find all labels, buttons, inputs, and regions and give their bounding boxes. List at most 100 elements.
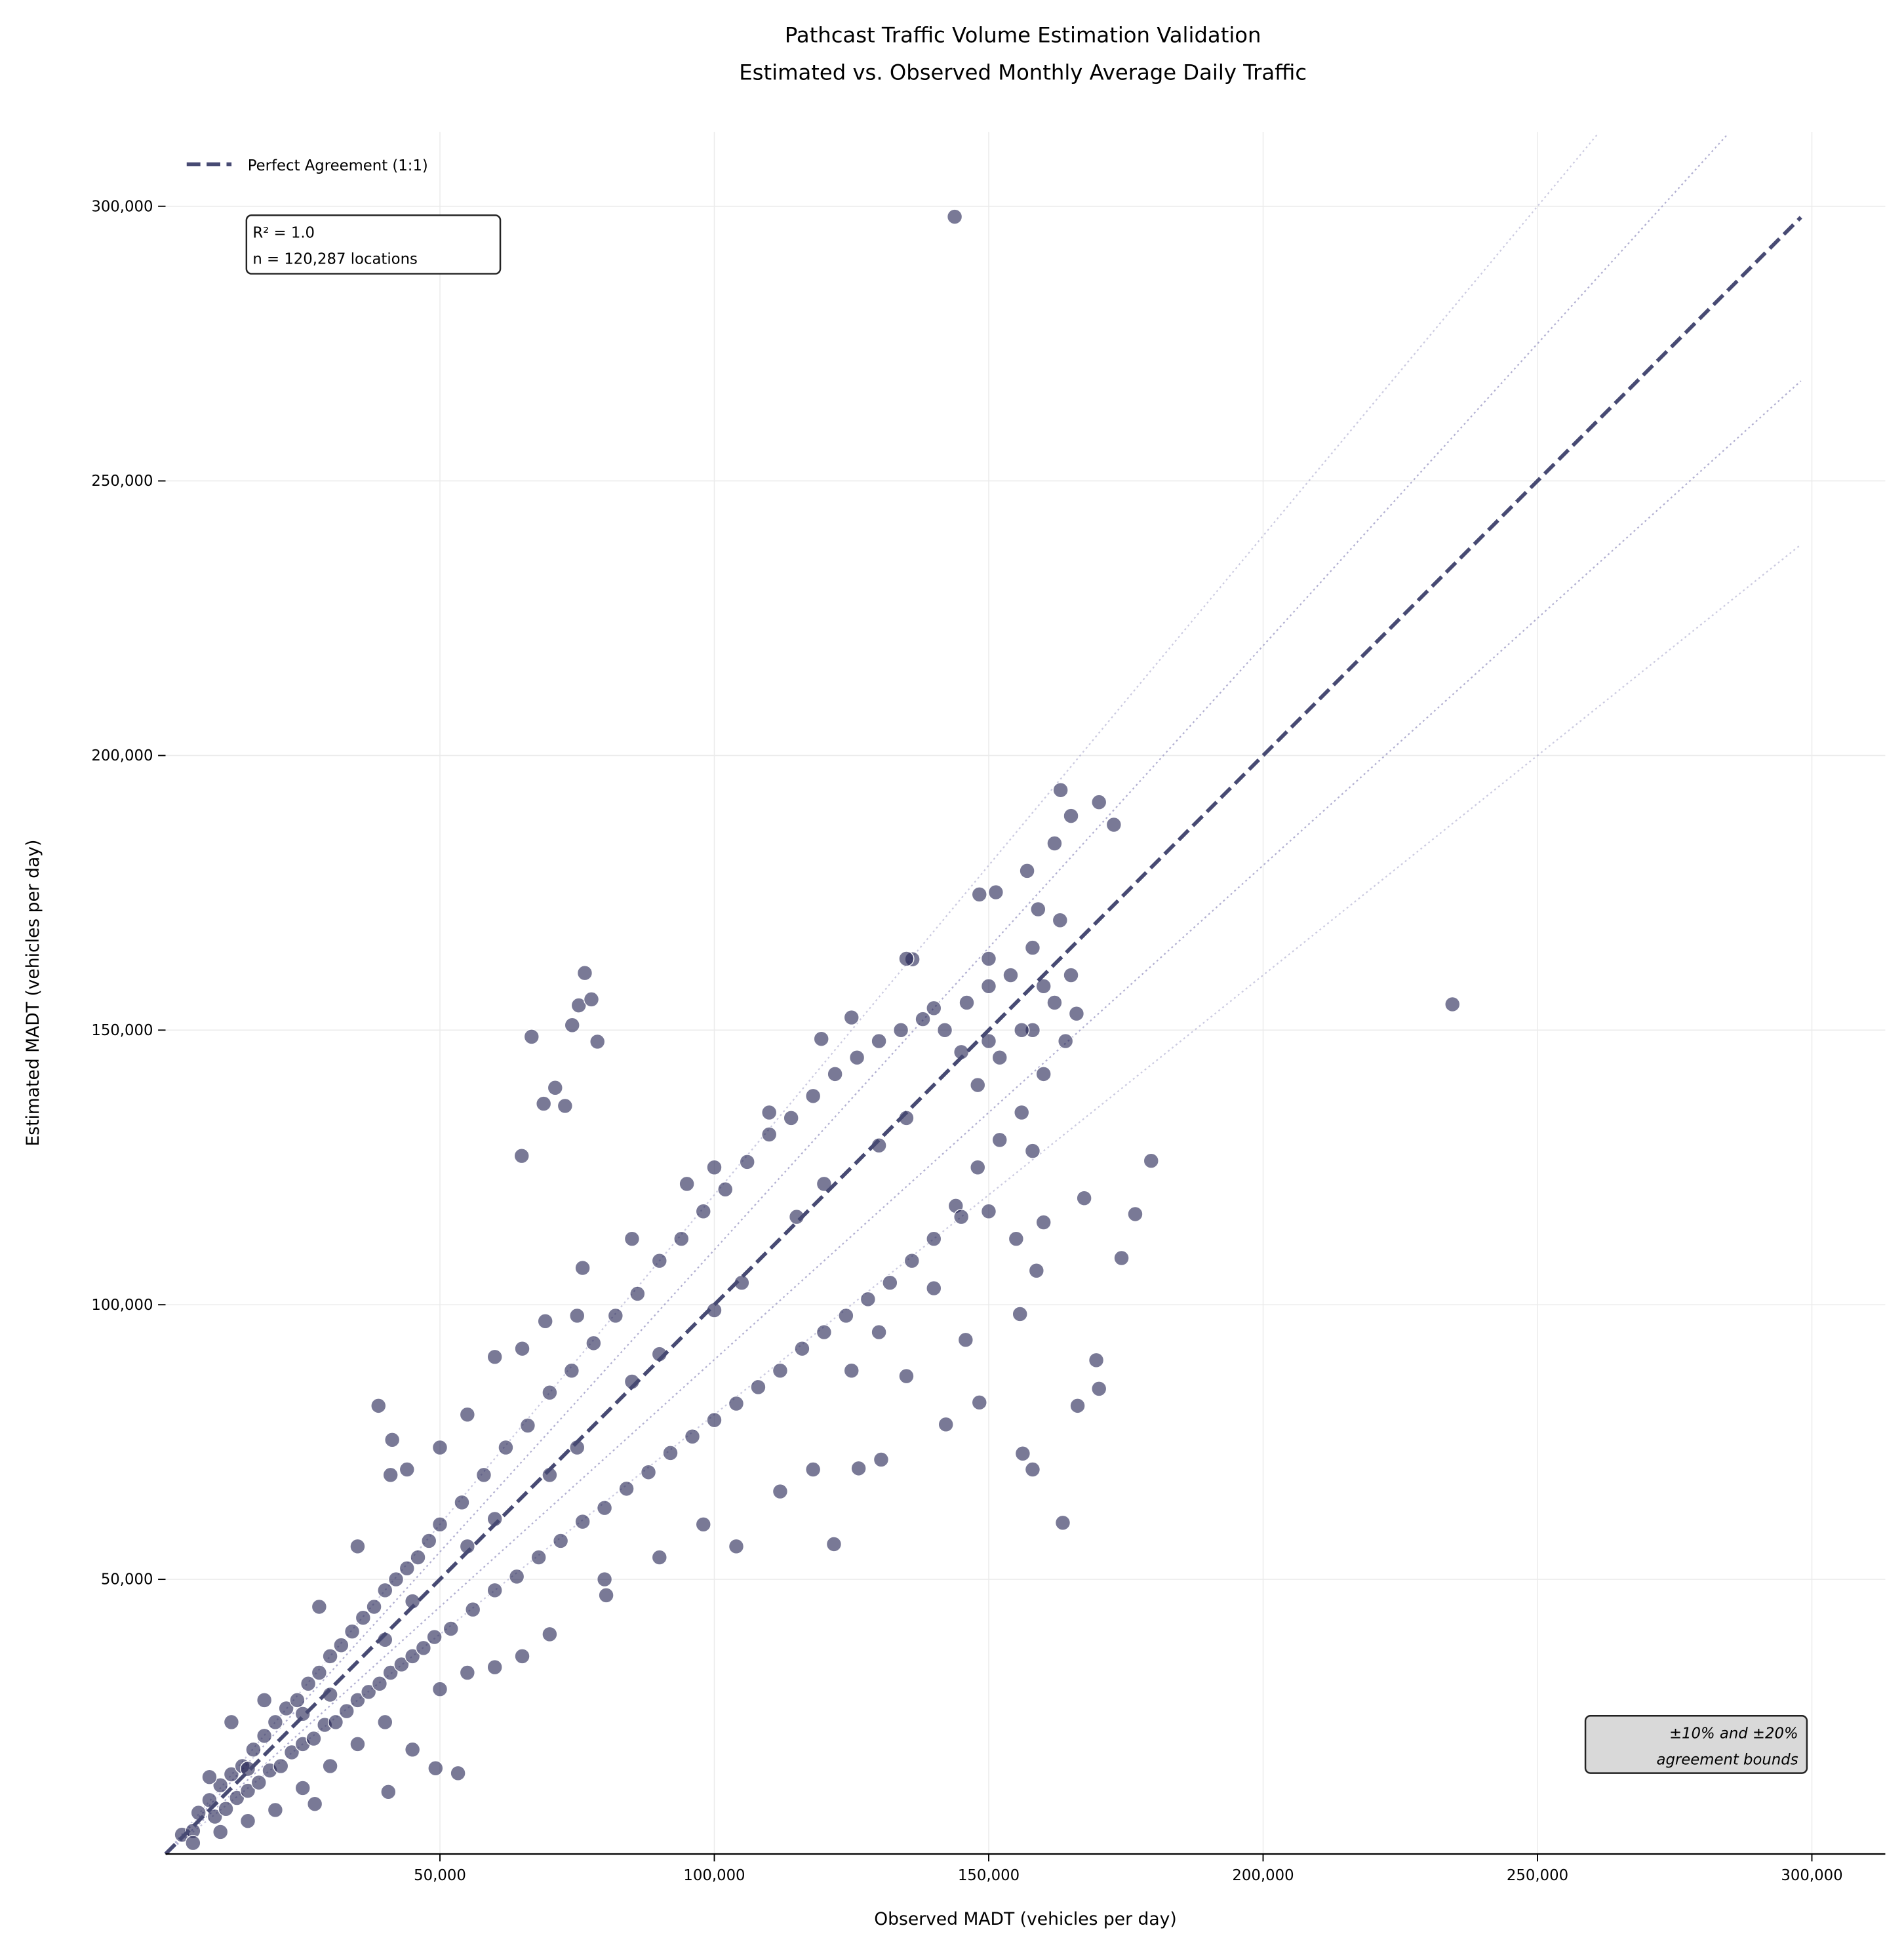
data-point [486, 1349, 503, 1365]
data-point [1046, 995, 1063, 1011]
data-point [1052, 782, 1069, 798]
data-point [957, 1331, 974, 1348]
data-point [239, 1761, 256, 1777]
data-point [530, 1549, 547, 1566]
data-point [514, 1341, 530, 1357]
stats-box-frame [245, 214, 502, 275]
data-point [294, 1706, 311, 1722]
data-point [245, 1741, 262, 1758]
data-point [475, 1467, 492, 1483]
data-point [327, 1714, 344, 1730]
legend-label: Perfect Agreement (1:1) [248, 157, 428, 174]
data-point [1091, 794, 1107, 810]
data-point [426, 1628, 443, 1646]
data-point [980, 1203, 997, 1219]
data-point [574, 1260, 591, 1276]
data-point [936, 1022, 953, 1038]
y-tick-label: 150,000 [91, 1022, 153, 1039]
data-point [387, 1571, 405, 1588]
data-point [380, 1784, 397, 1800]
data-point [871, 1033, 887, 1050]
data-point [371, 1676, 387, 1692]
x-ticks: 50,000 100,000 150,000 200,000 250,000 300,00… [414, 1853, 1843, 1884]
data-point [218, 1801, 234, 1817]
x-tick-label: 150,000 [958, 1867, 1020, 1884]
data-point [761, 1104, 778, 1121]
data-point [597, 1571, 613, 1588]
data-point [825, 1536, 843, 1552]
data-point [239, 1783, 256, 1799]
data-point [926, 1000, 942, 1016]
data-point [450, 1765, 466, 1781]
data-point [706, 1412, 723, 1429]
data-point [405, 1648, 421, 1665]
data-point [987, 884, 1004, 901]
data-point [311, 1665, 327, 1681]
data-point [514, 1648, 530, 1665]
data-point [1046, 835, 1063, 852]
data-point [1008, 1231, 1024, 1247]
data-point [1068, 1006, 1084, 1022]
data-point [542, 1626, 558, 1642]
data-point [794, 1341, 810, 1357]
data-point [1088, 1352, 1105, 1368]
identity-line [164, 216, 1802, 1855]
data-point [294, 1780, 311, 1796]
data-point [1444, 996, 1461, 1012]
data-point [256, 1727, 273, 1744]
data-point [772, 1483, 788, 1500]
data-point [971, 1394, 987, 1411]
data-point [893, 1022, 909, 1038]
data-point [509, 1568, 525, 1585]
bounds-note-frame [1584, 1715, 1808, 1774]
data-point [971, 886, 987, 903]
data-point [1052, 912, 1068, 928]
y-axis-label: Estimated MADT (vehicles per day) [23, 840, 43, 1147]
data-point [344, 1623, 361, 1640]
data-point [333, 1637, 349, 1653]
data-point [1127, 1206, 1143, 1223]
data-point [1030, 901, 1046, 918]
data-point [953, 1209, 970, 1225]
data-point [427, 1760, 444, 1777]
data-point [306, 1730, 322, 1747]
data-point [557, 1097, 573, 1114]
data-point [283, 1744, 300, 1761]
data-point [431, 1516, 448, 1533]
data-point [570, 997, 587, 1014]
data-point [850, 1460, 867, 1476]
data-point [311, 1598, 327, 1615]
bound-line [165, 380, 1802, 1855]
data-point [1024, 939, 1041, 956]
chart-title: Pathcast Traffic Volume Estimation Valid… [785, 23, 1261, 48]
y-ticks: 50,000 100,000 150,000 200,000 250,000 300,00… [91, 198, 166, 1588]
data-point [415, 1640, 431, 1656]
data-point [662, 1445, 679, 1461]
data-point [1076, 1190, 1092, 1206]
data-point [349, 1736, 366, 1752]
data-point [361, 1684, 377, 1700]
data-point [849, 1050, 865, 1066]
data-point [673, 1231, 690, 1247]
data-point [618, 1480, 635, 1497]
data-point [273, 1758, 289, 1774]
scatter-points [174, 208, 1461, 1851]
data-point [465, 1602, 481, 1618]
data-point [1091, 1381, 1107, 1397]
data-point [624, 1231, 640, 1247]
data-point [542, 1385, 558, 1401]
data-point [239, 1813, 256, 1829]
data-point [405, 1741, 421, 1758]
x-axis-label: Observed MADT (vehicles per day) [874, 1909, 1177, 1929]
data-point [679, 1175, 695, 1192]
data-point [1024, 1143, 1041, 1159]
data-point [783, 1110, 799, 1126]
data-point [338, 1703, 355, 1720]
data-point [1035, 1214, 1052, 1231]
data-point [322, 1648, 338, 1665]
data-point [651, 1253, 667, 1269]
data-point [431, 1439, 448, 1456]
data-point [903, 1253, 920, 1269]
data-point [1069, 1398, 1086, 1414]
data-point [513, 1148, 530, 1164]
